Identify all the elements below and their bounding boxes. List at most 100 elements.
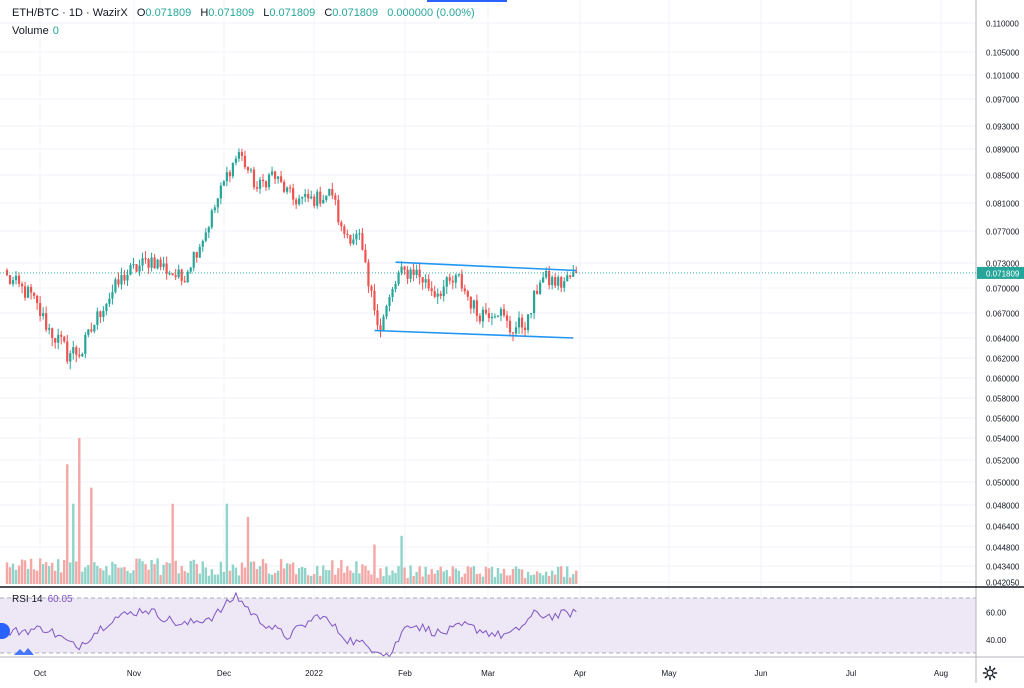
volume-bar: [520, 569, 524, 584]
volume-bar: [403, 567, 406, 584]
gear-icon[interactable]: [982, 665, 998, 681]
grid-lines: [0, 0, 976, 656]
candle-body: [310, 196, 313, 199]
close-label: C: [324, 7, 333, 19]
trendline-overlays[interactable]: [374, 261, 577, 339]
volume-bar: [99, 568, 102, 584]
volume-bar: [340, 559, 343, 584]
candle-body: [123, 275, 126, 281]
volume-bar: [297, 568, 301, 584]
candle-body: [14, 275, 18, 281]
candle-body: [572, 271, 575, 277]
volume-bar: [391, 570, 394, 584]
candle-body: [45, 313, 48, 330]
candle-body: [186, 271, 189, 283]
volume-bar: [41, 564, 45, 584]
volume-bar: [75, 561, 78, 584]
candle-body: [261, 179, 265, 182]
candle-body: [8, 275, 12, 284]
price-tick-label: 0.085000: [986, 172, 1020, 181]
volume-bar: [439, 566, 442, 584]
candle-body: [96, 311, 99, 325]
volume-bar: [469, 567, 473, 584]
candle-body: [147, 259, 150, 268]
candle-body: [198, 246, 201, 258]
candle-body: [560, 277, 563, 288]
volume-bar: [337, 568, 340, 584]
volume-bar: [463, 573, 467, 584]
time-tick-label: Oct: [34, 669, 47, 678]
volume-bar: [572, 574, 575, 584]
volume-bar: [5, 562, 9, 584]
volume-bar: [138, 558, 141, 584]
candle-body: [51, 328, 54, 339]
time-tick-label: Feb: [398, 669, 412, 678]
volume-bar: [475, 574, 479, 584]
candle-body: [391, 289, 394, 298]
candle-body: [99, 311, 102, 317]
volume-bar: [367, 570, 370, 584]
volume-bar: [156, 558, 159, 584]
candle-body: [466, 291, 469, 297]
candle-body: [331, 188, 334, 196]
candle-body: [153, 257, 156, 269]
price-tick-label: 0.043400: [986, 563, 1020, 572]
rsi-tick-label: 60.00: [986, 608, 1007, 617]
volume-bar: [14, 569, 18, 584]
volume-bar: [90, 487, 93, 584]
volume-bar: [228, 570, 232, 584]
candle-body: [551, 277, 554, 286]
candle-body: [255, 187, 259, 189]
candle-body: [520, 317, 524, 328]
volume-bar: [575, 570, 578, 584]
volume-bar: [409, 565, 412, 584]
candle-body: [234, 158, 238, 163]
candle-body: [201, 240, 204, 247]
volume-bar: [412, 575, 415, 584]
volume-bar: [96, 565, 99, 584]
trendline: [374, 329, 574, 339]
candle-body: [442, 286, 445, 297]
candle-body: [499, 309, 503, 316]
volume-bar: [294, 574, 298, 584]
volume-bar: [117, 567, 120, 584]
candle-body: [529, 313, 533, 315]
price-tick-label: 0.110000: [986, 20, 1019, 29]
candle-body: [258, 179, 262, 189]
volume-bar: [334, 574, 337, 584]
volume-bar: [81, 571, 84, 584]
volume-bar: [87, 564, 90, 584]
candle-body: [533, 290, 536, 314]
candle-body: [545, 270, 548, 278]
price-tick-label: 0.070000: [986, 285, 1020, 294]
volume-bar: [376, 577, 379, 584]
volume-bar: [132, 570, 135, 584]
close-value: 0.071809: [332, 7, 379, 19]
candle-body: [231, 162, 234, 177]
candle-body: [388, 297, 391, 307]
candle-body: [448, 277, 451, 281]
tradingview-logo-icon[interactable]: [13, 644, 35, 658]
volume-bar: [547, 575, 551, 584]
symbol-name[interactable]: ETH/BTC: [12, 7, 60, 19]
candle-body: [60, 334, 63, 337]
volume-bar: [192, 559, 195, 584]
candle-body: [132, 264, 135, 266]
interval-label[interactable]: 1D: [68, 7, 83, 19]
candle-body: [304, 193, 307, 197]
candle-body: [379, 325, 382, 331]
candle-body: [328, 188, 331, 196]
volume-bar: [108, 575, 111, 584]
price-tick-label: 0.052000: [986, 457, 1020, 466]
volume-bar: [219, 561, 223, 584]
candle-body: [54, 338, 57, 343]
candle-body: [84, 334, 87, 354]
timeline-nav-button[interactable]: [0, 623, 10, 639]
volume-bar: [135, 558, 138, 584]
candle-body: [493, 316, 497, 318]
candle-body: [216, 198, 219, 208]
candle-body: [481, 309, 484, 322]
volume-bar: [364, 565, 367, 584]
candle-body: [117, 279, 120, 285]
